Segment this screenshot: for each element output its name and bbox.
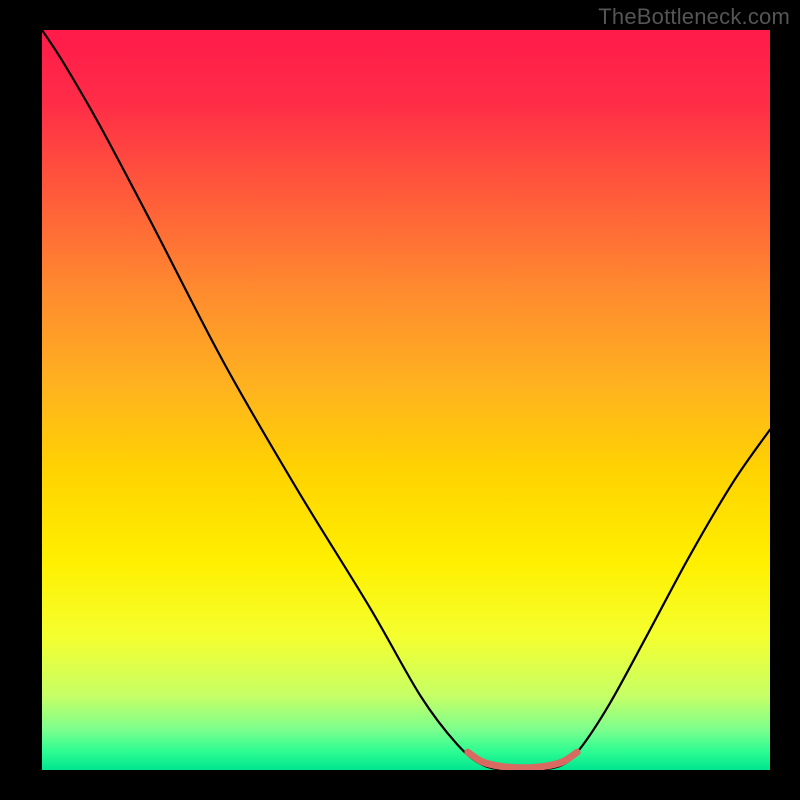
plot-svg <box>42 30 770 770</box>
gradient-background <box>42 30 770 770</box>
chart-root: TheBottleneck.com <box>0 0 800 800</box>
watermark-text: TheBottleneck.com <box>598 4 790 30</box>
plot-area <box>42 30 770 770</box>
